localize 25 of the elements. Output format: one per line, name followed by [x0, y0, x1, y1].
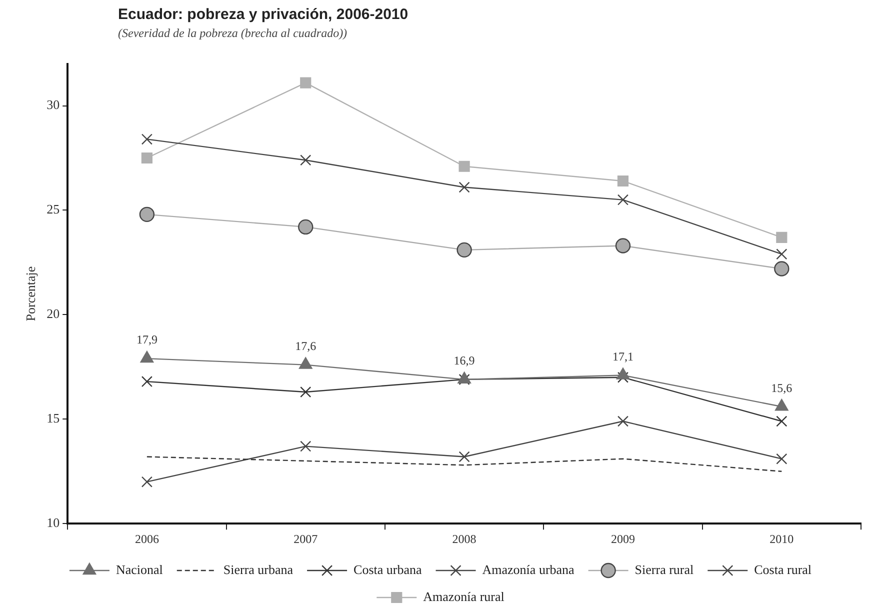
x-tick-label: 2010 — [770, 532, 794, 546]
legend-label: Costa rural — [754, 562, 812, 577]
data-label: 17,9 — [136, 332, 158, 347]
legend-label: Sierra urbana — [223, 562, 294, 577]
legend-label: Amazonía rural — [423, 588, 505, 604]
data-label: 15,6 — [771, 380, 792, 395]
x-tick-label: 2006 — [134, 532, 159, 546]
data-label: 16,9 — [454, 354, 475, 368]
x-tick-label: 2009 — [610, 532, 635, 546]
legend-label: Sierra rural — [634, 562, 694, 577]
data-label: 17,1 — [612, 349, 634, 364]
y-tick-label: 25 — [46, 202, 60, 217]
y-tick-label: 30 — [46, 97, 60, 112]
chart-title: Ecuador: pobreza y privación, 2006-2010 — [118, 6, 408, 23]
legend-label: Amazonía urbana — [482, 562, 575, 577]
y-tick-label: 10 — [46, 515, 60, 530]
legend-label: Nacional — [116, 562, 164, 577]
data-label: 17,6 — [295, 338, 316, 353]
y-tick-label: 20 — [46, 306, 60, 322]
chart-subtitle: (Severidad de la pobreza (brecha al cuadrado)) — [118, 26, 348, 41]
x-tick-label: 2008 — [452, 532, 476, 546]
legend-label: Costa urbana — [354, 562, 422, 577]
y-axis-title: Porcentaje — [23, 266, 38, 322]
y-tick-label: 15 — [46, 410, 60, 426]
x-tick-label: 2007 — [294, 532, 318, 546]
